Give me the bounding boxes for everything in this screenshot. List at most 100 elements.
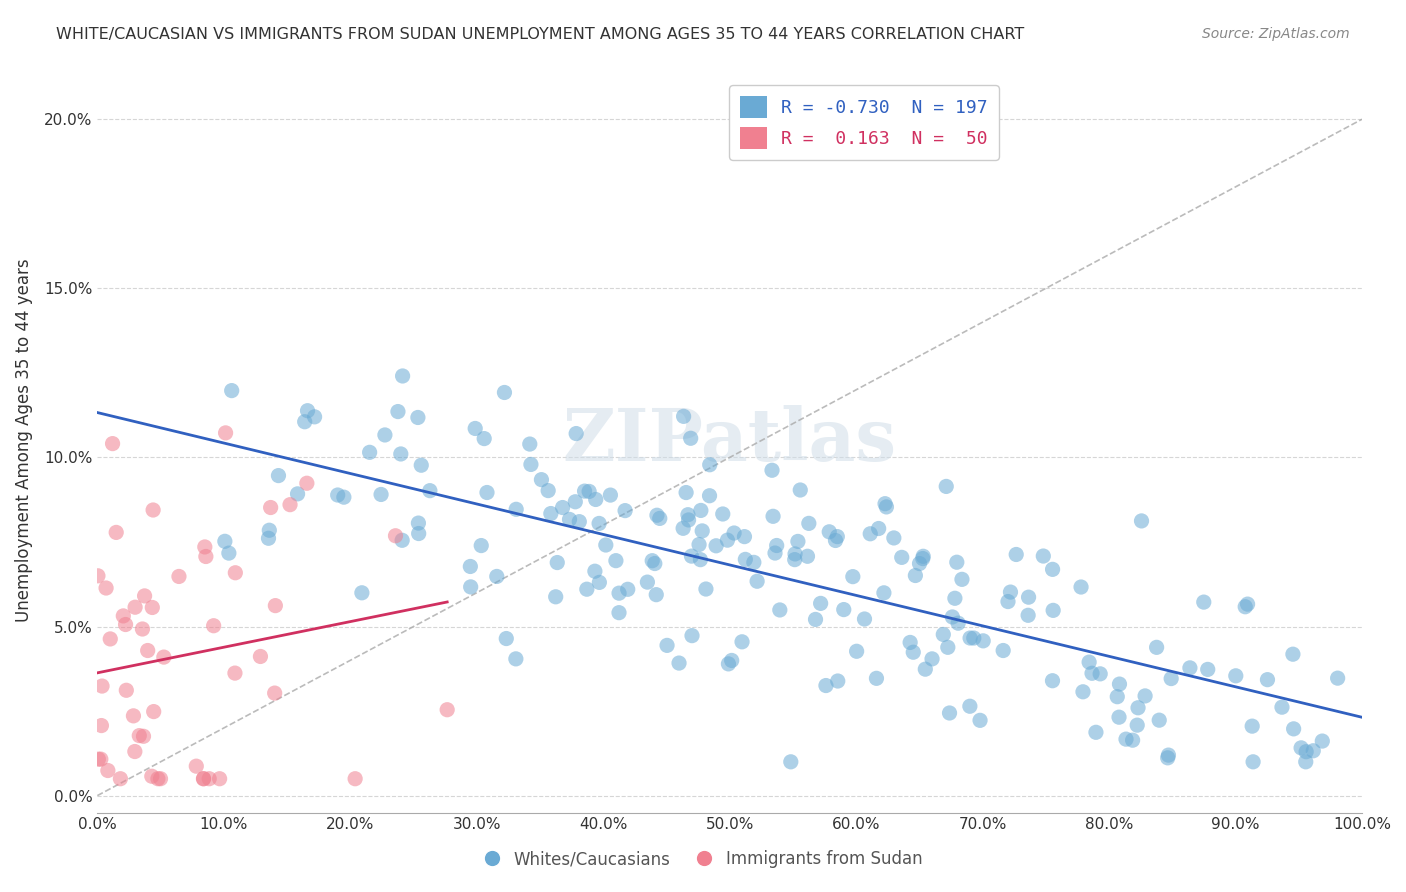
Point bbox=[193, 772, 215, 786]
Point bbox=[1326, 671, 1348, 685]
Point bbox=[494, 385, 516, 400]
Point bbox=[883, 531, 905, 545]
Point bbox=[1018, 590, 1040, 604]
Point bbox=[904, 568, 927, 582]
Point bbox=[1000, 585, 1022, 599]
Point bbox=[1310, 734, 1333, 748]
Point bbox=[224, 666, 246, 681]
Point bbox=[128, 729, 150, 743]
Point bbox=[264, 599, 287, 613]
Point bbox=[304, 409, 326, 424]
Point bbox=[294, 415, 316, 429]
Point bbox=[1088, 666, 1111, 681]
Point bbox=[734, 552, 756, 566]
Point bbox=[1256, 673, 1278, 687]
Point bbox=[873, 586, 896, 600]
Point bbox=[122, 709, 145, 723]
Point bbox=[134, 589, 156, 603]
Point bbox=[765, 539, 787, 553]
Point bbox=[583, 564, 606, 578]
Point bbox=[832, 602, 855, 616]
Point bbox=[645, 588, 668, 602]
Point bbox=[186, 759, 208, 773]
Point bbox=[914, 662, 936, 676]
Point bbox=[585, 492, 607, 507]
Point bbox=[681, 629, 703, 643]
Point bbox=[94, 581, 117, 595]
Point bbox=[146, 772, 169, 786]
Point bbox=[1126, 700, 1149, 714]
Point bbox=[1160, 672, 1182, 686]
Point bbox=[921, 652, 943, 666]
Point bbox=[936, 640, 959, 655]
Point bbox=[731, 635, 754, 649]
Point bbox=[1197, 662, 1219, 676]
Point bbox=[546, 556, 568, 570]
Point bbox=[941, 610, 963, 624]
Point bbox=[464, 421, 486, 435]
Point bbox=[865, 671, 887, 685]
Point bbox=[214, 425, 236, 440]
Point bbox=[326, 488, 349, 502]
Point bbox=[1081, 666, 1104, 681]
Point bbox=[1178, 661, 1201, 675]
Point bbox=[959, 631, 981, 645]
Point bbox=[1115, 732, 1137, 747]
Point bbox=[1078, 655, 1101, 669]
Point bbox=[131, 622, 153, 636]
Point bbox=[520, 458, 543, 472]
Point bbox=[845, 644, 868, 658]
Point bbox=[530, 473, 553, 487]
Point bbox=[436, 703, 458, 717]
Y-axis label: Unemployment Among Ages 35 to 44 years: Unemployment Among Ages 35 to 44 years bbox=[15, 259, 32, 623]
Text: Source: ZipAtlas.com: Source: ZipAtlas.com bbox=[1202, 27, 1350, 41]
Point bbox=[578, 484, 600, 499]
Point bbox=[689, 503, 711, 517]
Point bbox=[1146, 640, 1168, 655]
Point bbox=[90, 718, 112, 732]
Point bbox=[599, 488, 621, 502]
Point bbox=[90, 752, 112, 766]
Point bbox=[257, 531, 280, 545]
Point bbox=[460, 559, 482, 574]
Point bbox=[689, 552, 711, 566]
Point bbox=[898, 635, 921, 649]
Point bbox=[588, 575, 610, 590]
Point bbox=[218, 546, 240, 560]
Point bbox=[873, 497, 896, 511]
Point bbox=[221, 384, 243, 398]
Point bbox=[804, 612, 827, 626]
Point bbox=[259, 500, 281, 515]
Point bbox=[668, 656, 690, 670]
Point bbox=[676, 508, 699, 522]
Point bbox=[644, 557, 666, 571]
Point bbox=[460, 580, 482, 594]
Point bbox=[485, 569, 508, 583]
Point bbox=[997, 594, 1019, 608]
Point bbox=[1005, 548, 1028, 562]
Point bbox=[470, 539, 492, 553]
Point bbox=[690, 524, 713, 538]
Point bbox=[946, 555, 969, 569]
Point bbox=[842, 569, 865, 583]
Point bbox=[110, 772, 132, 786]
Point bbox=[142, 705, 165, 719]
Point bbox=[537, 483, 560, 498]
Point bbox=[1241, 719, 1264, 733]
Point bbox=[112, 608, 135, 623]
Point bbox=[1032, 549, 1054, 563]
Point bbox=[636, 575, 658, 590]
Point bbox=[287, 487, 309, 501]
Point bbox=[723, 526, 745, 541]
Point bbox=[194, 549, 217, 564]
Point bbox=[472, 432, 495, 446]
Point bbox=[278, 498, 301, 512]
Point bbox=[136, 643, 159, 657]
Point bbox=[1289, 740, 1312, 755]
Point bbox=[672, 409, 695, 424]
Point bbox=[193, 772, 215, 786]
Point bbox=[97, 764, 120, 778]
Point bbox=[406, 410, 429, 425]
Point bbox=[827, 673, 849, 688]
Point bbox=[796, 549, 818, 564]
